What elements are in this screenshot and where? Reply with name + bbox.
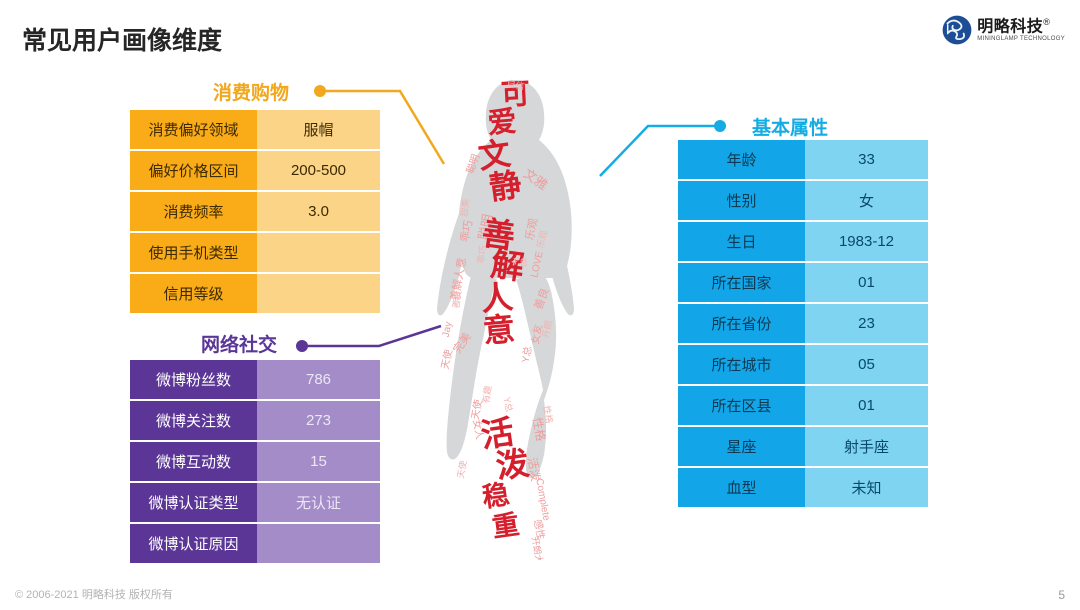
svg-text:开朗大方: 开朗大方	[530, 536, 547, 560]
svg-text:天使: 天使	[438, 348, 455, 370]
svg-text:天使: 天使	[455, 460, 469, 480]
svg-text:有趣: 有趣	[480, 385, 493, 404]
svg-text:Complete: Complete	[533, 478, 551, 522]
svg-text:泼: 泼	[493, 444, 531, 485]
svg-text:Y总: Y总	[512, 255, 528, 268]
svg-text:Jay: Jay	[441, 321, 455, 338]
svg-text:重: 重	[490, 509, 521, 542]
svg-text:甜美: 甜美	[458, 198, 471, 217]
svg-text:Y总: Y总	[502, 396, 515, 413]
svg-text:稳: 稳	[480, 478, 511, 512]
svg-text:意: 意	[482, 311, 517, 350]
svg-text:静: 静	[487, 166, 524, 206]
svg-text:Y总: Y总	[519, 345, 535, 364]
